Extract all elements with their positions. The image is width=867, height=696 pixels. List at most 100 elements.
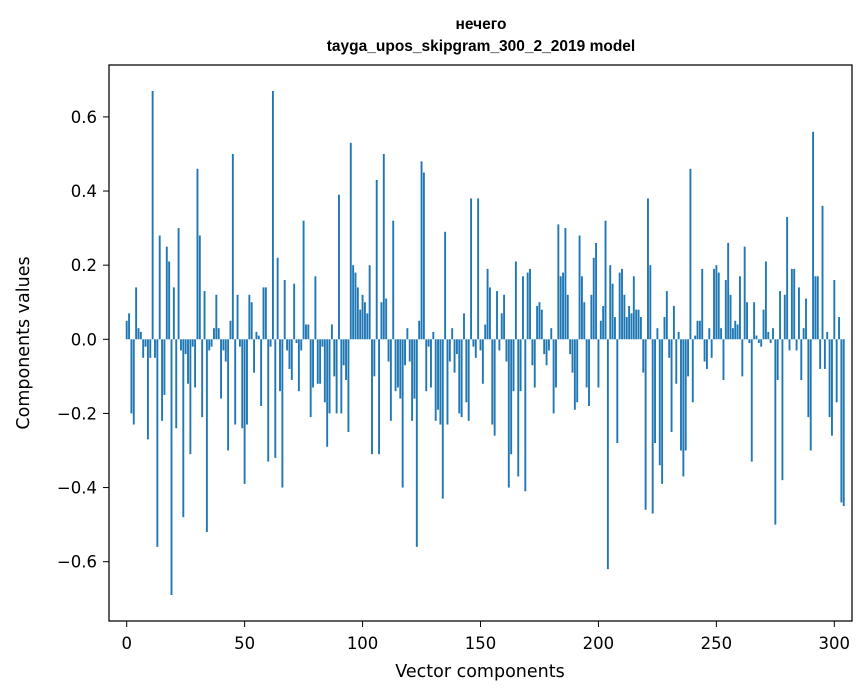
bar-127 [425, 339, 428, 392]
bar-179 [547, 339, 550, 351]
bar-12 [154, 339, 156, 358]
bar-168 [522, 276, 524, 340]
bar-155 [491, 339, 494, 425]
bar-248 [710, 339, 713, 358]
bar-36 [210, 339, 213, 347]
bar-217 [637, 309, 640, 340]
bar-28 [191, 339, 194, 347]
bar-297 [826, 331, 829, 340]
bar-11 [151, 90, 154, 340]
bar-111 [387, 339, 390, 362]
bar-54 [253, 339, 256, 373]
bar-93 [345, 339, 347, 381]
bar-303 [840, 339, 843, 503]
bar-71 [293, 283, 296, 340]
bar-98 [356, 287, 359, 340]
bar-215 [632, 276, 635, 340]
bar-190 [573, 339, 576, 410]
bar-238 [687, 339, 690, 377]
bar-120 [408, 339, 411, 362]
bar-97 [354, 272, 357, 340]
bar-300 [833, 279, 836, 340]
bar-6 [139, 331, 142, 340]
bar-239 [689, 168, 692, 340]
bar-235 [680, 339, 682, 451]
bar-102 [366, 313, 369, 340]
bar-252 [720, 328, 723, 340]
y-tick-label: 0.0 [71, 330, 97, 349]
bar-142 [460, 339, 463, 418]
bar-291 [812, 131, 815, 340]
bar-115 [397, 339, 399, 388]
bar-20 [172, 287, 175, 340]
bar-219 [642, 339, 645, 373]
bar-121 [411, 339, 414, 421]
bar-43 [227, 339, 230, 451]
bar-50 [243, 339, 246, 484]
bar-38 [215, 294, 218, 340]
bar-96 [352, 265, 355, 340]
bar-251 [717, 272, 720, 340]
bar-160 [503, 294, 506, 340]
bar-40 [220, 339, 222, 399]
bar-88 [333, 339, 336, 377]
bar-276 [776, 339, 779, 381]
bar-282 [790, 268, 793, 340]
bar-220 [644, 339, 647, 510]
bar-16 [163, 339, 166, 395]
bar-222 [649, 265, 652, 340]
x-tick-label: 250 [701, 634, 733, 653]
bar-205 [609, 265, 612, 340]
bar-254 [724, 279, 727, 340]
bar-258 [734, 320, 737, 340]
bar-110 [385, 298, 388, 340]
bar-153 [486, 268, 489, 340]
bar-173 [533, 339, 536, 388]
bar-263 [746, 302, 748, 340]
bar-130 [432, 331, 435, 340]
bar-80 [314, 276, 317, 340]
bar-61 [269, 339, 272, 347]
bar-268 [757, 339, 760, 343]
bar-27 [189, 339, 192, 455]
bar-221 [647, 198, 649, 340]
bar-192 [578, 235, 581, 340]
bar-262 [743, 246, 746, 340]
x-axis-ticks: 0 50 100 150 200 250 300 [121, 621, 850, 653]
bar-264 [748, 339, 751, 343]
bar-209 [618, 272, 621, 340]
bar-39 [217, 328, 220, 340]
bar-214 [630, 313, 633, 340]
bar-141 [458, 339, 461, 414]
bar-126 [422, 172, 425, 340]
bar-137 [448, 339, 451, 362]
bar-169 [524, 339, 527, 492]
bar-18 [168, 261, 171, 340]
bar-195 [585, 339, 588, 388]
bar-246 [705, 339, 708, 369]
bar-228 [663, 317, 666, 340]
bar-41 [222, 339, 225, 351]
bar-189 [571, 339, 574, 373]
bar-279 [783, 294, 786, 340]
bar-99 [359, 309, 362, 340]
bar-10 [149, 339, 152, 358]
bar-218 [639, 317, 642, 340]
bar-82 [319, 339, 322, 384]
y-tick-label: 0.6 [71, 108, 97, 127]
bar-162 [507, 339, 510, 488]
bar-274 [772, 328, 774, 340]
bar-172 [531, 339, 534, 366]
bar-30 [196, 168, 199, 340]
x-tick-label: 300 [819, 634, 851, 653]
bar-105 [373, 339, 376, 377]
bar-135 [444, 231, 447, 340]
bar-131 [434, 339, 437, 421]
bar-152 [484, 324, 487, 340]
bar-290 [809, 339, 812, 451]
bar-64 [276, 257, 279, 340]
bar-83 [321, 339, 324, 347]
bar-113 [392, 220, 395, 340]
bar-293 [816, 276, 819, 340]
bar-206 [611, 283, 614, 340]
